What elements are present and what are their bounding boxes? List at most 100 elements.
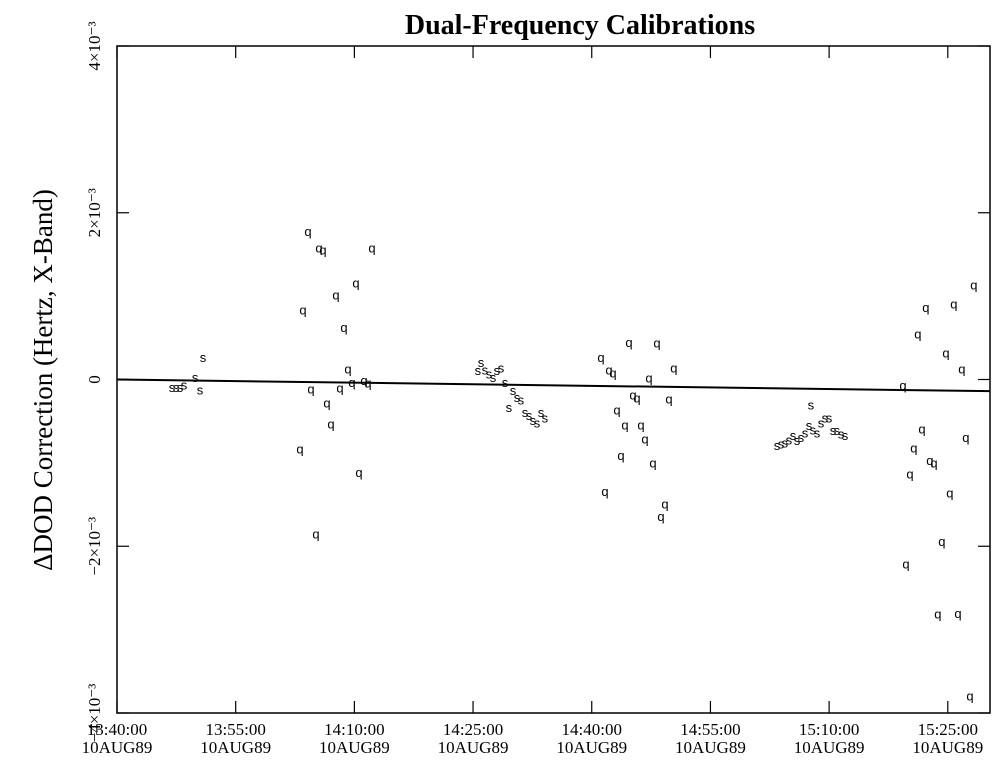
point: q <box>657 509 664 524</box>
point: q <box>597 350 604 365</box>
point: s <box>778 437 785 452</box>
point: s <box>506 400 513 415</box>
point: s <box>774 438 781 453</box>
point: s <box>510 383 517 398</box>
point: s <box>169 380 176 395</box>
point: q <box>307 382 314 397</box>
point: q <box>340 320 347 335</box>
point: q <box>299 302 306 317</box>
point: s <box>814 426 821 441</box>
x-tick-label: 13:55:00 10AUG89 <box>200 720 271 757</box>
point: q <box>906 467 913 482</box>
x-tick-label: 15:25:00 10AUG89 <box>912 720 983 757</box>
point: q <box>930 456 937 471</box>
point: q <box>368 241 375 256</box>
point: s <box>782 436 789 451</box>
point: q <box>609 366 616 381</box>
point: s <box>475 363 482 378</box>
point: q <box>950 296 957 311</box>
point: q <box>970 277 977 292</box>
point: s <box>173 380 180 395</box>
point: s <box>542 411 549 426</box>
point: s <box>826 411 833 426</box>
x-tick-label: 15:10:00 10AUG89 <box>794 720 865 757</box>
point: q <box>962 430 969 445</box>
point: q <box>323 396 330 411</box>
point: s <box>808 397 815 412</box>
point: s <box>494 363 501 378</box>
point: s <box>810 422 817 437</box>
point: q <box>601 484 608 499</box>
point: s <box>490 370 497 385</box>
point: s <box>177 380 184 395</box>
point: q <box>336 381 343 396</box>
point: q <box>910 441 917 456</box>
point: q <box>645 371 652 386</box>
point: q <box>670 361 677 376</box>
x-tick-label: 14:55:00 10AUG89 <box>675 720 746 757</box>
point: q <box>926 453 933 468</box>
point: q <box>364 376 371 391</box>
point: q <box>296 442 303 457</box>
point: q <box>899 378 906 393</box>
point: q <box>954 606 961 621</box>
x-tick-label: 14:25:00 10AUG89 <box>438 720 509 757</box>
point: q <box>360 373 367 388</box>
plot-frame <box>116 45 991 714</box>
y-tick-label: 0 <box>85 375 104 384</box>
x-tick-label: 14:40:00 10AUG89 <box>556 720 627 757</box>
point: q <box>665 392 672 407</box>
y-tick-label: 4×10⁻³ <box>85 21 104 70</box>
point: s <box>498 361 505 376</box>
point: q <box>922 300 929 315</box>
y-axis-label: ΔDOD Correction (Hertz, X-Band) <box>28 189 58 571</box>
point: q <box>613 402 620 417</box>
point: q <box>902 557 909 572</box>
point: q <box>355 465 362 480</box>
point: s <box>502 375 509 390</box>
point: q <box>621 417 628 432</box>
point: q <box>641 432 648 447</box>
point: q <box>942 346 949 361</box>
point: q <box>633 391 640 406</box>
point: q <box>319 242 326 257</box>
point: q <box>605 362 612 377</box>
point: q <box>332 287 339 302</box>
point: q <box>344 361 351 376</box>
point: s <box>200 350 207 365</box>
point: s <box>794 433 801 448</box>
point: s <box>181 377 188 392</box>
point: q <box>661 497 668 512</box>
point: s <box>790 428 797 443</box>
point: q <box>966 688 973 703</box>
point: q <box>914 326 921 341</box>
point: q <box>958 361 965 376</box>
fit-line <box>116 378 991 393</box>
x-tick-label: 14:10:00 10AUG89 <box>319 720 390 757</box>
point: q <box>934 607 941 622</box>
point: s <box>538 405 545 420</box>
point: q <box>352 276 359 291</box>
point: s <box>786 432 793 447</box>
x-tick-label: 13:40:00 10AUG89 <box>82 720 153 757</box>
point: q <box>637 417 644 432</box>
point: s <box>798 430 805 445</box>
point: q <box>327 417 334 432</box>
point: s <box>192 370 199 385</box>
point: q <box>617 448 624 463</box>
chart-title: Dual-Frequency Calibrations <box>405 10 755 41</box>
point: s <box>514 390 521 405</box>
point: s <box>482 362 489 377</box>
point: q <box>315 241 322 256</box>
point: s <box>822 411 829 426</box>
y-tick-label: −4×10⁻³ <box>85 684 104 743</box>
point: q <box>938 534 945 549</box>
point: s <box>478 355 485 370</box>
point: q <box>312 527 319 542</box>
point: q <box>918 422 925 437</box>
point: q <box>653 336 660 351</box>
y-tick-label: −2×10⁻³ <box>85 517 104 576</box>
y-tick-label: 2×10⁻³ <box>85 188 104 237</box>
point: s <box>522 405 529 420</box>
